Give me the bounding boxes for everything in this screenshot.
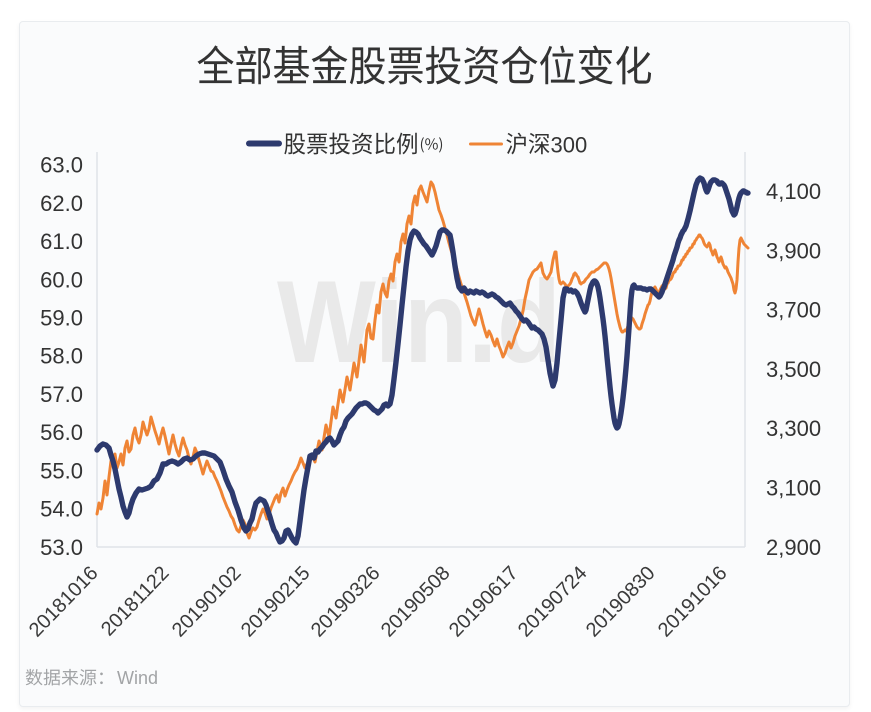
svg-text:56.0: 56.0 [40, 420, 83, 445]
svg-text:20191016: 20191016 [654, 562, 732, 641]
svg-text:63.0: 63.0 [40, 153, 83, 178]
svg-text:300: 300 [551, 133, 588, 158]
svg-text:3,700: 3,700 [766, 298, 821, 323]
svg-text:20181122: 20181122 [97, 562, 174, 640]
svg-text:2,900: 2,900 [766, 535, 821, 560]
svg-text:20190326: 20190326 [307, 562, 385, 641]
svg-text:3,500: 3,500 [766, 357, 821, 382]
svg-text:55.0: 55.0 [40, 458, 83, 483]
svg-text:53.0: 53.0 [40, 535, 83, 560]
svg-text:58.0: 58.0 [40, 344, 83, 369]
svg-text:20181016: 20181016 [25, 562, 103, 641]
svg-text:20190215: 20190215 [237, 562, 315, 641]
svg-text:57.0: 57.0 [40, 382, 83, 407]
svg-text:61.0: 61.0 [40, 229, 83, 254]
svg-text:3,300: 3,300 [766, 416, 821, 441]
svg-text:54.0: 54.0 [40, 497, 83, 522]
svg-text:20190830: 20190830 [582, 562, 660, 641]
svg-text:3,900: 3,900 [766, 238, 821, 263]
svg-text:20190617: 20190617 [445, 562, 523, 641]
svg-text:60.0: 60.0 [40, 267, 83, 292]
svg-text:20190724: 20190724 [514, 562, 592, 641]
svg-text:59.0: 59.0 [40, 306, 83, 331]
svg-text:62.0: 62.0 [40, 191, 83, 216]
svg-text:20190102: 20190102 [168, 562, 246, 641]
svg-text:Wind: Wind [117, 668, 158, 688]
svg-text:Win.d: Win.d [277, 256, 561, 388]
svg-text:4,100: 4,100 [766, 179, 821, 204]
svg-text:20190508: 20190508 [377, 562, 455, 641]
svg-text:3,100: 3,100 [766, 476, 821, 501]
